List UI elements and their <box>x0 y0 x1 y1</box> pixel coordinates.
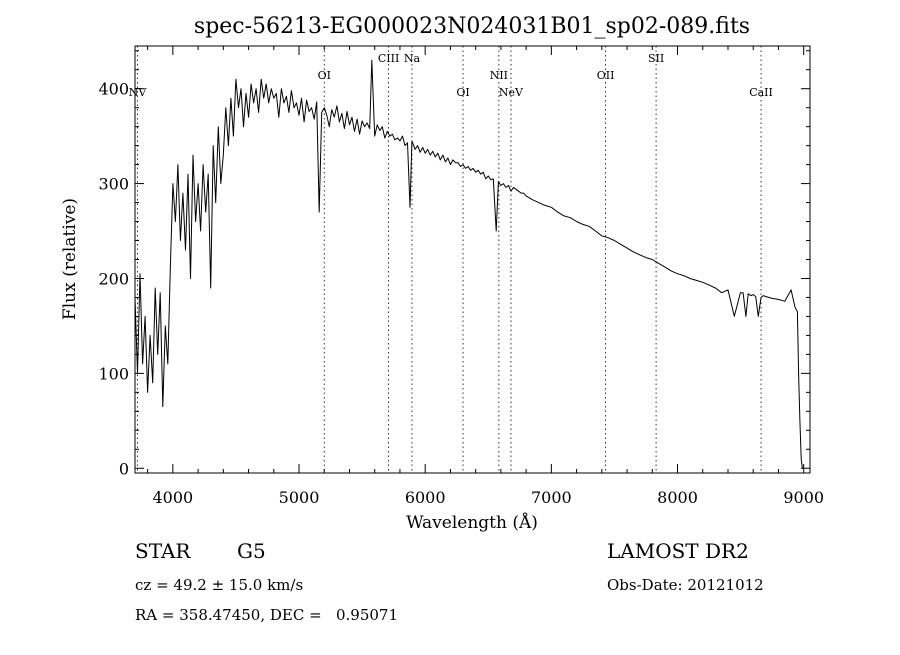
line-marker-label-5: NII <box>490 69 508 82</box>
y-tick-label-400: 400 <box>98 80 129 99</box>
object-type: STAR <box>135 539 191 563</box>
line-marker-label-0: NV <box>129 86 148 99</box>
line-marker-label-3: Na <box>404 52 421 65</box>
line-marker-label-9: CaII <box>749 86 773 99</box>
x-tick-label-5000: 5000 <box>279 488 320 507</box>
y-tick-label-0: 0 <box>119 459 129 478</box>
x-axis-label: Wavelength (Å) <box>406 512 538 533</box>
line-marker-label-7: OII <box>597 69 615 82</box>
line-marker-label-6: NeV <box>499 86 524 99</box>
x-tick-label-4000: 4000 <box>152 488 193 507</box>
ra-dec: RA = 358.47450, DEC = 0.95071 <box>135 606 398 624</box>
plot-frame <box>134 45 811 474</box>
line-marker-label-4: OI <box>456 86 469 99</box>
line-marker-label-8: SII <box>648 52 664 65</box>
y-axis-label: Flux (relative) <box>60 198 80 320</box>
chart-title: spec-56213-EG000023N024031B01_sp02-089.f… <box>194 14 750 39</box>
spectrum-line <box>134 59 803 469</box>
redshift-cz: cz = 49.2 ± 15.0 km/s <box>135 576 303 594</box>
x-tick-label-6000: 6000 <box>405 488 446 507</box>
spectral-subclass: G5 <box>237 539 266 563</box>
y-tick-label-200: 200 <box>98 269 129 288</box>
x-tick-label-9000: 9000 <box>783 488 824 507</box>
x-tick-label-8000: 8000 <box>657 488 698 507</box>
y-tick-label-100: 100 <box>98 364 129 383</box>
x-tick-label-7000: 7000 <box>531 488 572 507</box>
survey-name: LAMOST DR2 <box>607 539 749 563</box>
obs-date: Obs-Date: 20121012 <box>607 576 764 594</box>
y-tick-label-300: 300 <box>98 175 129 194</box>
line-marker-label-1: OI <box>318 69 331 82</box>
line-marker-label-2: CIII <box>378 52 399 65</box>
